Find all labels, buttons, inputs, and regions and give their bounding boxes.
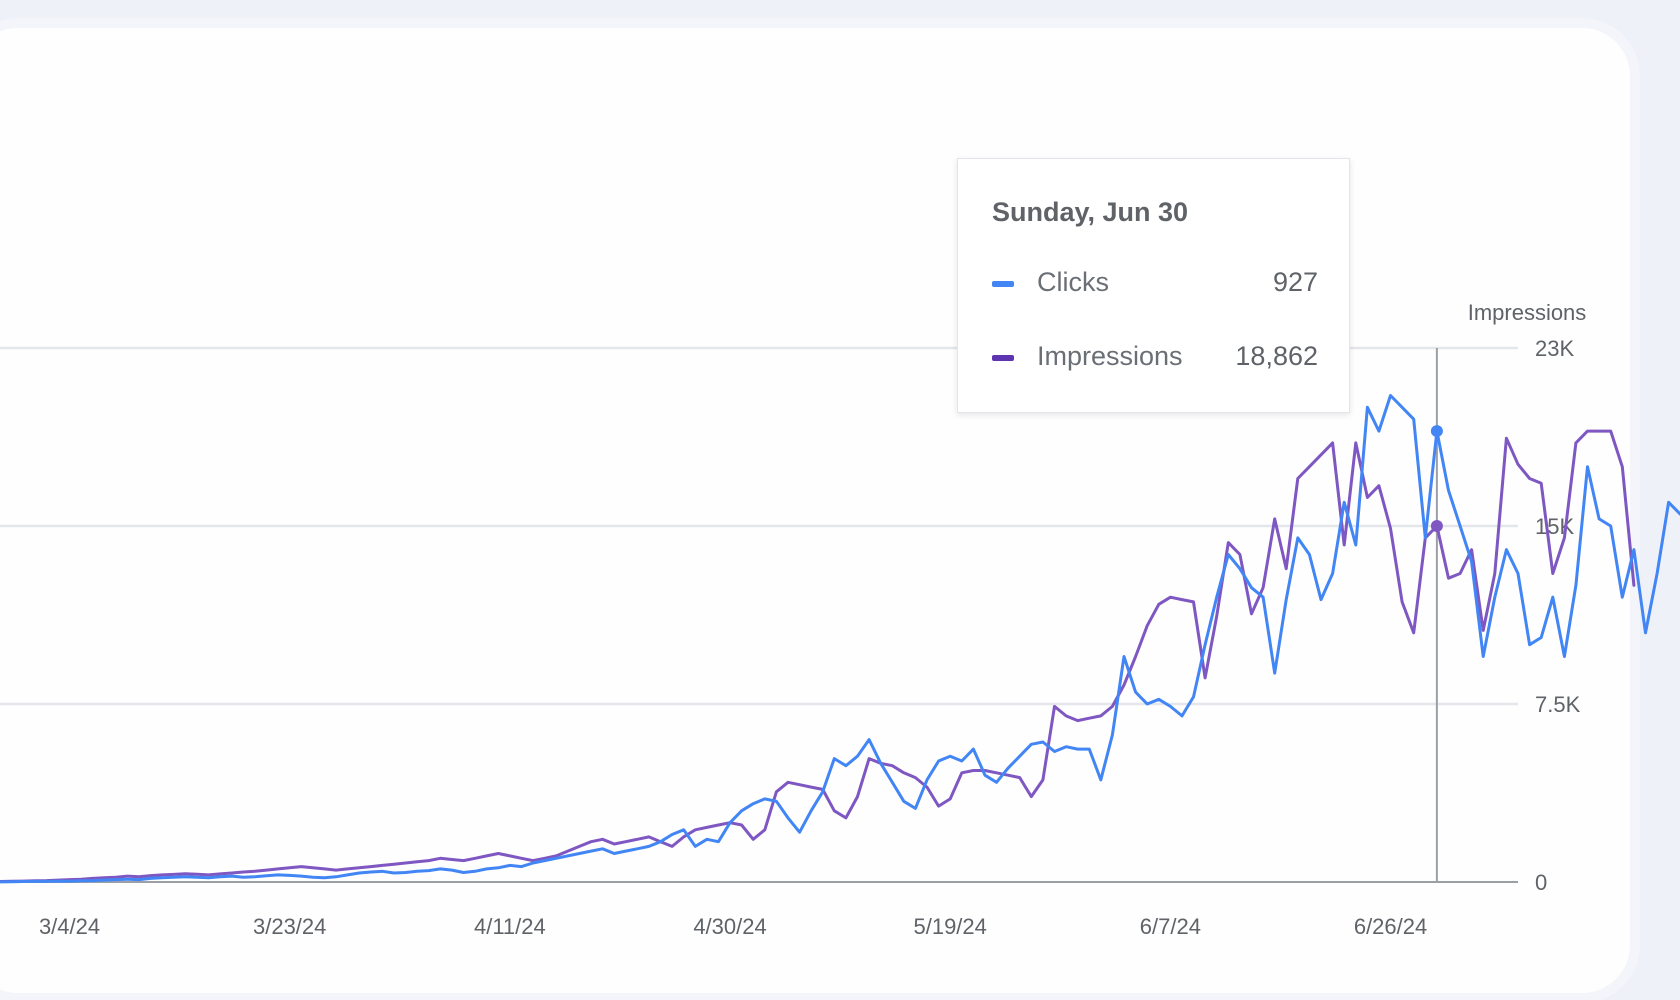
- tooltip-clicks-value: 927: [1272, 267, 1318, 297]
- y-tick-label: 7.5K: [1535, 692, 1581, 717]
- tooltip-date: Sunday, Jun 30: [992, 197, 1189, 227]
- clicks-legend-swatch: [992, 281, 1014, 287]
- chart-tooltip: Sunday, Jun 30 Clicks 927 Impressions 18…: [957, 158, 1350, 413]
- x-tick-label: 6/7/24: [1140, 914, 1201, 939]
- x-tick-label: 4/11/24: [474, 914, 546, 939]
- series-layer: [0, 394, 1680, 884]
- tooltip-row-clicks: Clicks 927: [992, 267, 1318, 301]
- x-tick-label: 5/19/24: [913, 914, 986, 939]
- impressions-legend-swatch: [992, 355, 1014, 361]
- tooltip-row-impressions: Impressions 18,862: [992, 341, 1318, 375]
- axis-ticks: 0 7.5K 15K 23K 3/4/24 3/23/24 4/11/24 4/30/24 5/…: [39, 336, 1581, 939]
- hover-point-clicks: [1430, 425, 1443, 438]
- tooltip-impressions-value: 18,862: [1235, 341, 1318, 371]
- y-tick-label: 23K: [1535, 336, 1574, 361]
- x-tick-label: 3/23/24: [253, 914, 326, 939]
- hover-point-impressions: [1430, 520, 1443, 532]
- tooltip-clicks-label: Clicks: [1037, 267, 1109, 297]
- y-tick-label: 15K: [1535, 514, 1574, 539]
- series-line-impressions: [0, 429, 1636, 883]
- x-tick-label: 4/30/24: [693, 914, 766, 939]
- x-tick-label: 3/4/24: [39, 914, 100, 939]
- y-tick-label: 0: [1535, 870, 1547, 895]
- series-line-clicks: [0, 394, 1680, 884]
- y-axis-title: Impressions: [1468, 300, 1587, 325]
- hover-points: [1430, 425, 1443, 532]
- x-tick-label: 6/26/24: [1354, 914, 1427, 939]
- tooltip-impressions-label: Impressions: [1037, 341, 1183, 371]
- gridlines: [0, 346, 1518, 883]
